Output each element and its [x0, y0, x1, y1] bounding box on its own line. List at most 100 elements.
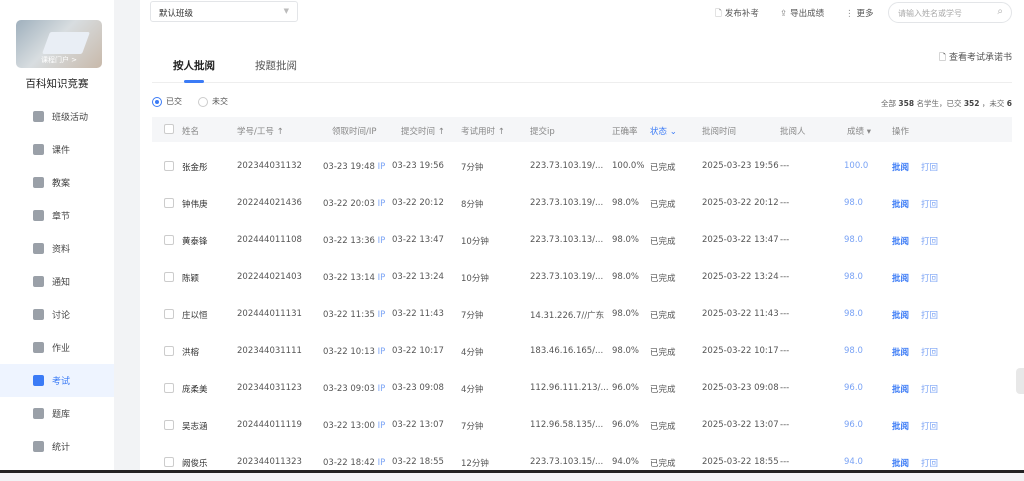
tab-by-person[interactable]: 按人批阅: [173, 60, 215, 72]
accuracy: 98.0%: [612, 272, 640, 282]
publish-makeup-button[interactable]: 🗋 发布补考: [715, 7, 759, 22]
reviewer: ---: [780, 198, 790, 208]
header-reviewer: 批阅人: [780, 127, 806, 137]
row-checkbox[interactable]: [164, 235, 174, 245]
scrollbar-handle[interactable]: [1016, 368, 1024, 394]
sidebar-item-1[interactable]: 课件: [0, 133, 114, 166]
return-button[interactable]: 打回: [921, 163, 939, 173]
submit-time: 03-23 19:56: [392, 161, 444, 171]
header-duration[interactable]: 考试用时 ↑: [461, 125, 505, 137]
duration: 7分钟: [461, 422, 484, 432]
receive-time-value: 03-22 13:00: [323, 421, 375, 431]
student-name: 黄泰锋: [182, 237, 208, 247]
review-button[interactable]: 批阅: [892, 385, 910, 395]
chevron-down-icon[interactable]: ⌄: [669, 127, 677, 137]
document-icon: 🗋: [715, 9, 722, 19]
ip-link[interactable]: IP: [377, 273, 386, 283]
filter-icon[interactable]: ▾: [866, 127, 871, 137]
sidebar-item-8[interactable]: 考试: [0, 364, 114, 397]
receive-time: 03-22 11:35 IP: [323, 310, 385, 320]
sidebar-item-10[interactable]: 统计: [0, 430, 114, 463]
review-button[interactable]: 批阅: [892, 237, 910, 247]
return-button[interactable]: 打回: [921, 237, 939, 247]
review-time: 2025-03-23 09:08: [702, 383, 779, 393]
review-button[interactable]: 批阅: [892, 348, 910, 358]
sidebar-item-label: 课件: [52, 146, 71, 156]
review-button[interactable]: 批阅: [892, 459, 910, 469]
tab-by-question[interactable]: 按题批阅: [255, 60, 297, 72]
course-cover-image[interactable]: 课程门户 >: [16, 20, 102, 68]
header-status[interactable]: 状态 ⌄: [650, 125, 677, 137]
review-time: 2025-03-22 13:07: [702, 420, 779, 430]
row-checkbox[interactable]: [164, 309, 174, 319]
more-button[interactable]: ⋮ 更多: [845, 7, 874, 19]
sidebar-item-0[interactable]: 班级活动: [0, 100, 114, 133]
sort-icon[interactable]: ↑: [276, 127, 284, 137]
return-button[interactable]: 打回: [921, 422, 939, 432]
course-portal-link[interactable]: 课程门户 >: [40, 56, 78, 64]
search-input[interactable]: 请输入姓名或学号 ⌕: [888, 2, 1012, 23]
sidebar-item-2[interactable]: 教案: [0, 166, 114, 199]
row-checkbox[interactable]: [164, 457, 174, 467]
score: 98.0: [844, 346, 863, 356]
radio-circle[interactable]: [198, 96, 208, 107]
review-button[interactable]: 批阅: [892, 163, 910, 173]
review-button[interactable]: 批阅: [892, 311, 910, 321]
ip-link[interactable]: IP: [377, 384, 386, 394]
row-checkbox[interactable]: [164, 383, 174, 393]
ip-link[interactable]: IP: [377, 236, 386, 246]
row-checkbox[interactable]: [164, 272, 174, 282]
radio-circle[interactable]: [152, 96, 162, 107]
receive-time: 03-22 10:13 IP: [323, 347, 385, 357]
export-scores-button[interactable]: ⇪ 导出成绩: [780, 7, 824, 19]
return-button[interactable]: 打回: [921, 200, 939, 210]
reviewer: ---: [780, 383, 790, 393]
status: 已完成: [650, 422, 676, 432]
review-button[interactable]: 批阅: [892, 274, 910, 284]
submit-ip: 14.31.226.7//广东: [530, 311, 605, 321]
search-icon[interactable]: ⌕: [997, 6, 1003, 17]
row-checkbox[interactable]: [164, 420, 174, 430]
sort-icon[interactable]: ↑: [437, 127, 445, 137]
status: 已完成: [650, 459, 676, 469]
status: 已完成: [650, 163, 676, 173]
sidebar-item-6[interactable]: 讨论: [0, 298, 114, 331]
table-row: 陈颖 202244021403 03-22 13:14 IP 03-22 13:…: [152, 259, 1012, 296]
sidebar-item-9[interactable]: 题库: [0, 397, 114, 430]
row-checkbox[interactable]: [164, 346, 174, 356]
student-name: 庞柔美: [182, 385, 208, 395]
header-submit[interactable]: 提交时间 ↑: [401, 125, 445, 137]
sort-icon[interactable]: ↑: [497, 127, 505, 137]
radio-submitted[interactable]: 已交: [152, 96, 182, 107]
row-checkbox[interactable]: [164, 198, 174, 208]
header-score[interactable]: 成绩 ▾: [847, 125, 871, 137]
class-select[interactable]: 默认班级 ▼: [150, 1, 298, 22]
ip-link[interactable]: IP: [377, 458, 386, 468]
ip-link[interactable]: IP: [377, 347, 386, 357]
row-checkbox[interactable]: [164, 161, 174, 171]
sidebar-item-4[interactable]: 资料: [0, 232, 114, 265]
return-button[interactable]: 打回: [921, 311, 939, 321]
sidebar-item-5[interactable]: 通知: [0, 265, 114, 298]
header-id[interactable]: 学号/工号 ↑: [237, 125, 284, 137]
ip-link[interactable]: IP: [377, 199, 386, 209]
ip-link[interactable]: IP: [377, 310, 386, 320]
sidebar-item-label: 考试: [52, 377, 71, 387]
sidebar-item-7[interactable]: 作业: [0, 331, 114, 364]
ip-link[interactable]: IP: [377, 421, 386, 431]
ip-link[interactable]: IP: [377, 162, 386, 172]
sidebar-item-3[interactable]: 章节: [0, 199, 114, 232]
return-button[interactable]: 打回: [921, 274, 939, 284]
radio-not-submitted[interactable]: 未交: [198, 96, 228, 107]
return-button[interactable]: 打回: [921, 385, 939, 395]
return-button[interactable]: 打回: [921, 348, 939, 358]
header-submit-label: 提交时间: [401, 127, 436, 137]
review-button[interactable]: 批阅: [892, 422, 910, 432]
select-all-checkbox[interactable]: [164, 124, 174, 134]
receive-time: 03-22 20:03 IP: [323, 199, 385, 209]
view-promise-link[interactable]: 🗋 查看考试承诺书: [939, 50, 1012, 66]
table-row: 黄泰锋 202444011108 03-22 13:36 IP 03-22 13…: [152, 222, 1012, 259]
return-button[interactable]: 打回: [921, 459, 939, 469]
review-button[interactable]: 批阅: [892, 200, 910, 210]
student-name: 张金彤: [182, 163, 208, 173]
